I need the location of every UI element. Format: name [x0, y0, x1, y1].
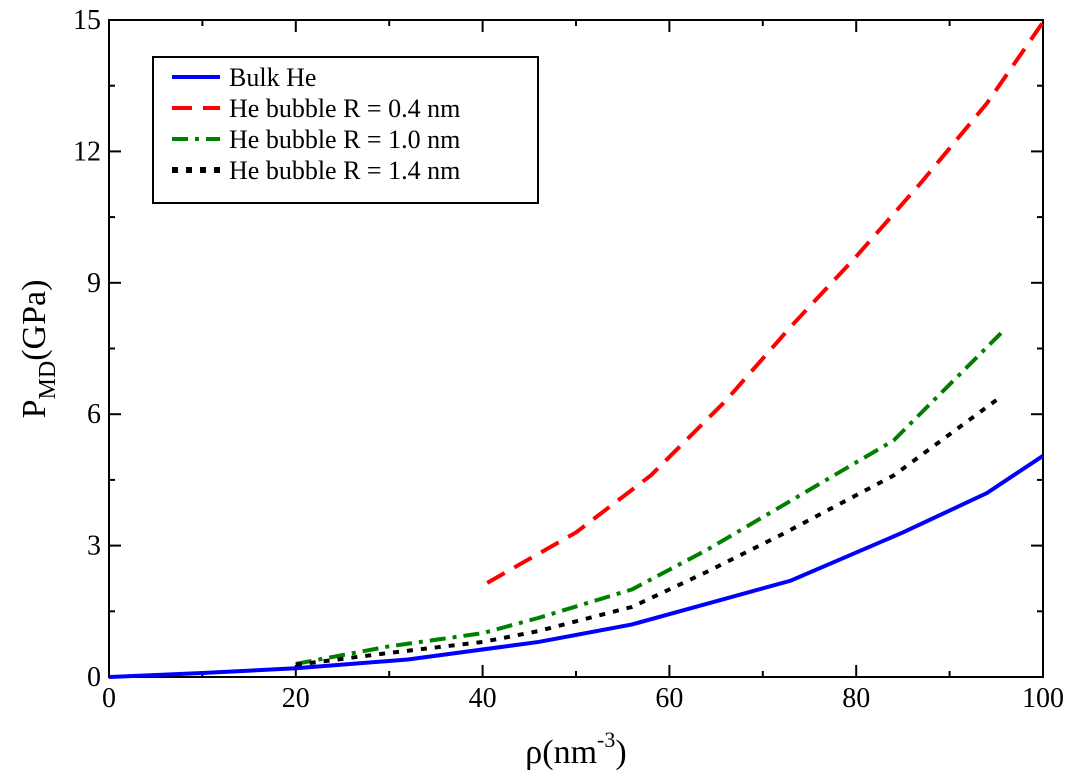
series-layer: [108, 21, 1045, 679]
x-axis-title-sup: -3: [597, 727, 615, 752]
legend-label: He bubble R = 1.4 nm: [229, 156, 460, 185]
y-tick-label: 0: [87, 662, 101, 693]
y-axis-title-rest: (GPa): [16, 280, 53, 361]
legend-box: [152, 56, 539, 204]
x-axis-title: ρ(nm-3): [525, 727, 626, 771]
x-tick-label: 40: [469, 683, 497, 714]
y-tick-label: 3: [87, 531, 101, 562]
y-tick-label: 12: [73, 136, 101, 167]
series-line-1: [108, 454, 1045, 679]
y-tick-label: 9: [87, 268, 101, 299]
series-line-4: [295, 395, 1003, 667]
x-tick-label: 20: [282, 683, 310, 714]
series-line-3: [295, 331, 1003, 666]
y-tick-label: 6: [87, 399, 101, 430]
x-axis-title-close: ): [615, 734, 626, 771]
x-tick-label: 80: [842, 683, 870, 714]
y-axis-title: PMD(GPa): [16, 280, 61, 419]
series-line-2: [486, 21, 1045, 585]
x-tick-label: 60: [655, 683, 683, 714]
x-tick-label: 100: [1022, 683, 1064, 714]
legend-label: He bubble R = 0.4 nm: [229, 94, 460, 123]
x-axis-title-base: ρ(nm: [525, 734, 597, 771]
legend-label: He bubble R = 1.0 nm: [229, 125, 460, 154]
legend-label: Bulk He: [229, 63, 316, 92]
axis-ticks: [108, 19, 1044, 678]
y-axis-title-base: P: [16, 399, 53, 418]
x-tick-label: 0: [102, 683, 116, 714]
y-axis-title-sub: MD: [35, 361, 61, 400]
axis-tick-labels: 0 20 40 60 80 100 0 3 6 9 12 15: [73, 5, 1064, 714]
y-tick-label: 15: [73, 5, 101, 36]
